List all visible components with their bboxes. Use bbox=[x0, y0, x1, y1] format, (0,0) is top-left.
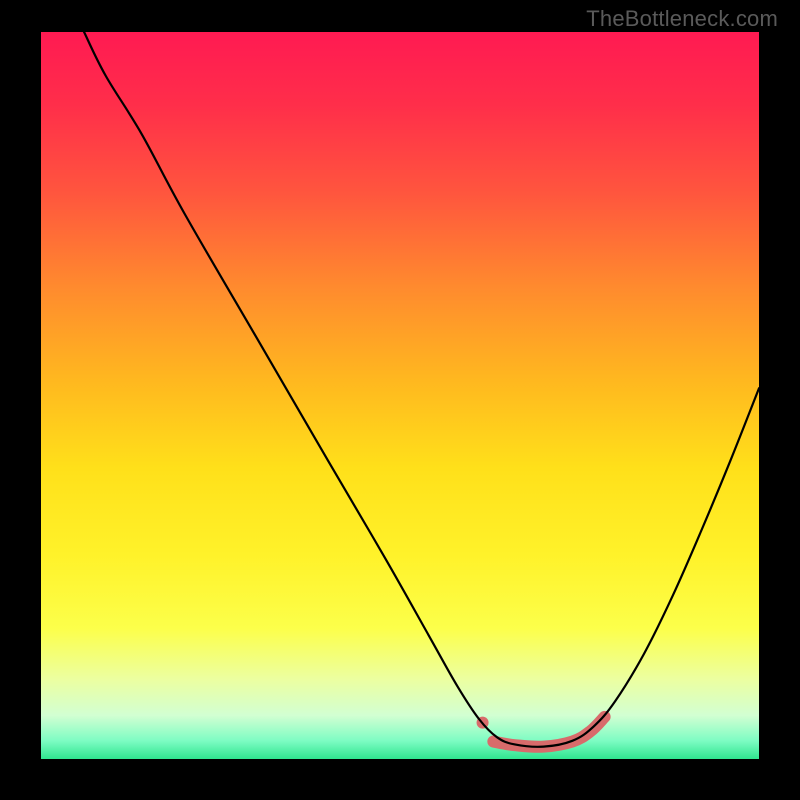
gradient-background bbox=[41, 32, 759, 759]
plot-area bbox=[41, 32, 759, 759]
chart-svg bbox=[41, 32, 759, 759]
chart-frame: TheBottleneck.com bbox=[0, 0, 800, 800]
watermark-text: TheBottleneck.com bbox=[586, 6, 778, 32]
